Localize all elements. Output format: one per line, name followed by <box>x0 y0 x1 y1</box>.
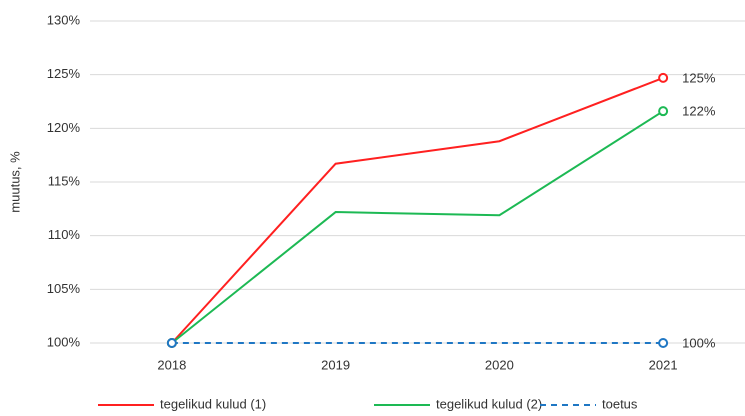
y-tick-label: 105% <box>47 281 81 296</box>
y-axis-label: muutus, % <box>7 151 22 213</box>
y-tick-label: 130% <box>47 12 81 27</box>
x-tick-label: 2018 <box>157 357 186 372</box>
point-marker <box>658 72 669 83</box>
y-tick-label: 115% <box>48 173 81 188</box>
legend-label: toetus <box>602 396 638 411</box>
y-tick-label: 120% <box>47 120 81 135</box>
y-tick-label: 100% <box>47 334 81 349</box>
legend-label: tegelikud kulud (1) <box>160 396 266 411</box>
point-marker <box>658 338 669 348</box>
y-tick-label: 110% <box>48 227 81 242</box>
value-label: 100% <box>682 335 716 350</box>
point-marker <box>166 338 177 348</box>
legend-label: tegelikud kulud (2) <box>436 396 542 411</box>
series-line <box>171 110 664 344</box>
value-label: 122% <box>682 104 716 119</box>
y-tick-label: 125% <box>47 66 81 81</box>
x-tick-label: 2019 <box>321 357 350 372</box>
point-marker <box>658 106 669 117</box>
series-line <box>171 76 664 344</box>
value-label: 125% <box>682 70 716 85</box>
x-tick-label: 2021 <box>649 357 678 372</box>
x-tick-label: 2020 <box>485 357 514 372</box>
